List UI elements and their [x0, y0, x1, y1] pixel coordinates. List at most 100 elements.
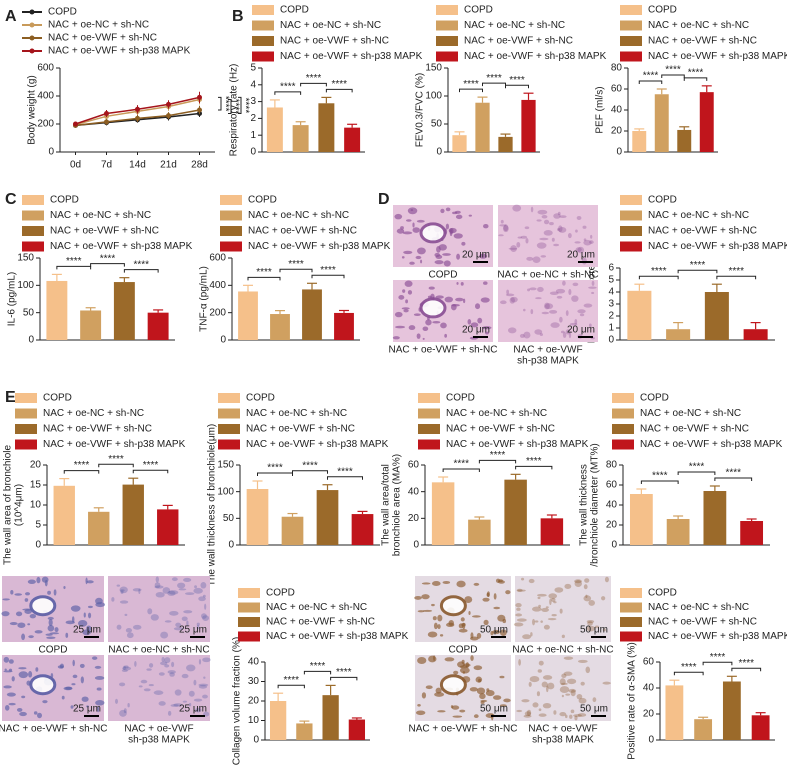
tissue-texture	[404, 280, 413, 287]
significance-label: ****	[306, 73, 322, 84]
tissue-texture	[122, 666, 132, 671]
tissue-texture	[173, 703, 183, 707]
scale-label: 25 μm	[179, 625, 207, 636]
y-tick-label: 0	[253, 735, 259, 746]
tissue-texture	[456, 580, 466, 588]
significance-bracket	[505, 84, 529, 89]
tissue-texture	[169, 610, 179, 616]
legend-swatch	[15, 439, 37, 450]
tissue-texture	[435, 687, 442, 694]
tissue-texture	[403, 250, 413, 255]
tissue-texture	[461, 241, 466, 246]
tissue-texture	[451, 303, 460, 307]
tissue-texture	[417, 657, 427, 664]
tissue-texture	[72, 659, 75, 667]
tissue-texture	[505, 590, 511, 595]
tissue-texture	[574, 580, 582, 588]
tissue-texture	[499, 224, 507, 227]
tissue-texture	[550, 322, 560, 328]
scale-label: 25 μm	[73, 704, 101, 715]
y-tick-label: 60	[643, 657, 655, 668]
tissue-texture	[452, 715, 463, 718]
tissue-texture	[96, 687, 102, 691]
tissue-texture	[49, 632, 60, 635]
legend-label: NAC + oe-VWF + sh-p38 MAPK	[43, 439, 186, 450]
micrograph-label: COPD	[39, 645, 68, 656]
y-axis-title: The wall thickness	[579, 464, 590, 546]
y-axis-title: TNF-α (pg/mL)	[199, 266, 210, 332]
y-axis-title: Body weight (g)	[27, 75, 38, 144]
tissue-texture	[416, 333, 421, 339]
tissue-texture	[561, 673, 567, 679]
y-tick-label: 4	[250, 79, 256, 90]
tissue-texture	[171, 577, 178, 582]
significance-label: ****	[302, 460, 318, 471]
tissue-texture	[547, 617, 557, 621]
significance-bracket	[683, 77, 708, 81]
tissue-texture	[138, 685, 143, 688]
tissue-texture	[483, 223, 489, 229]
tissue-texture	[523, 714, 532, 718]
y-axis-title: PEF (ml/s)	[595, 86, 606, 133]
legend-label: NAC + oe-VWF + sh-NC	[50, 226, 159, 237]
tissue-texture	[469, 687, 478, 692]
significance-label: ****	[652, 471, 668, 482]
legend-swatch	[220, 195, 242, 205]
tissue-texture	[515, 602, 522, 608]
tissue-texture	[86, 580, 94, 584]
legend-swatch	[612, 439, 634, 450]
significance-bracket	[257, 472, 293, 476]
tissue-texture	[415, 255, 422, 260]
y-axis-title: FEV0.3/FVC (%)	[415, 73, 426, 147]
tissue-texture	[563, 656, 574, 660]
tissue-texture	[140, 679, 148, 684]
tissue-texture	[477, 317, 483, 324]
tissue-texture	[120, 590, 124, 594]
bar	[504, 479, 527, 545]
tissue-texture	[15, 611, 23, 617]
tissue-texture	[46, 636, 56, 640]
tissue-texture	[575, 229, 578, 233]
legend-swatch	[238, 588, 260, 598]
tissue-texture	[516, 618, 527, 622]
tissue-texture	[8, 659, 14, 664]
tissue-texture	[569, 714, 573, 719]
legend-swatch	[436, 5, 458, 15]
panel-letter: C	[5, 191, 17, 208]
tissue-texture	[178, 588, 187, 591]
tissue-texture	[438, 244, 447, 251]
tissue-texture	[183, 577, 192, 582]
significance-bracket	[327, 476, 363, 480]
y-tick-label: 50	[223, 513, 235, 524]
scale-label: 50 μm	[580, 704, 608, 715]
legend-swatch	[620, 226, 642, 236]
tissue-texture	[510, 296, 518, 303]
tissue-texture	[405, 299, 409, 304]
tissue-texture	[196, 622, 200, 626]
tissue-texture	[493, 606, 501, 610]
tissue-texture	[17, 622, 26, 628]
tissue-texture	[168, 590, 179, 595]
legend-label: NAC + oe-VWF + sh-p38 MAPK	[446, 439, 589, 450]
tissue-texture	[453, 233, 463, 239]
tissue-texture	[164, 657, 171, 664]
tissue-texture	[476, 632, 482, 639]
tissue-texture	[517, 589, 526, 592]
significance-bracket	[702, 661, 733, 666]
tissue-texture	[561, 694, 564, 698]
legend-label: NAC + oe-NC + sh-NC	[280, 20, 381, 31]
bar	[632, 131, 647, 152]
tissue-texture	[467, 318, 472, 325]
tissue-texture	[116, 584, 121, 587]
tissue-texture	[48, 619, 53, 626]
tissue-texture	[11, 676, 15, 682]
legend-label: COPD	[648, 5, 677, 16]
tissue-texture	[125, 628, 133, 633]
significance-label: ****	[100, 253, 116, 264]
legend-label: NAC + oe-VWF + sh-NC	[48, 33, 157, 44]
micrograph-label: NAC + oe-NC + sh-NC	[497, 270, 598, 281]
tissue-texture	[72, 674, 78, 679]
tissue-texture	[138, 588, 141, 595]
scale-label: 20 μm	[462, 250, 490, 261]
tissue-texture	[503, 224, 509, 232]
